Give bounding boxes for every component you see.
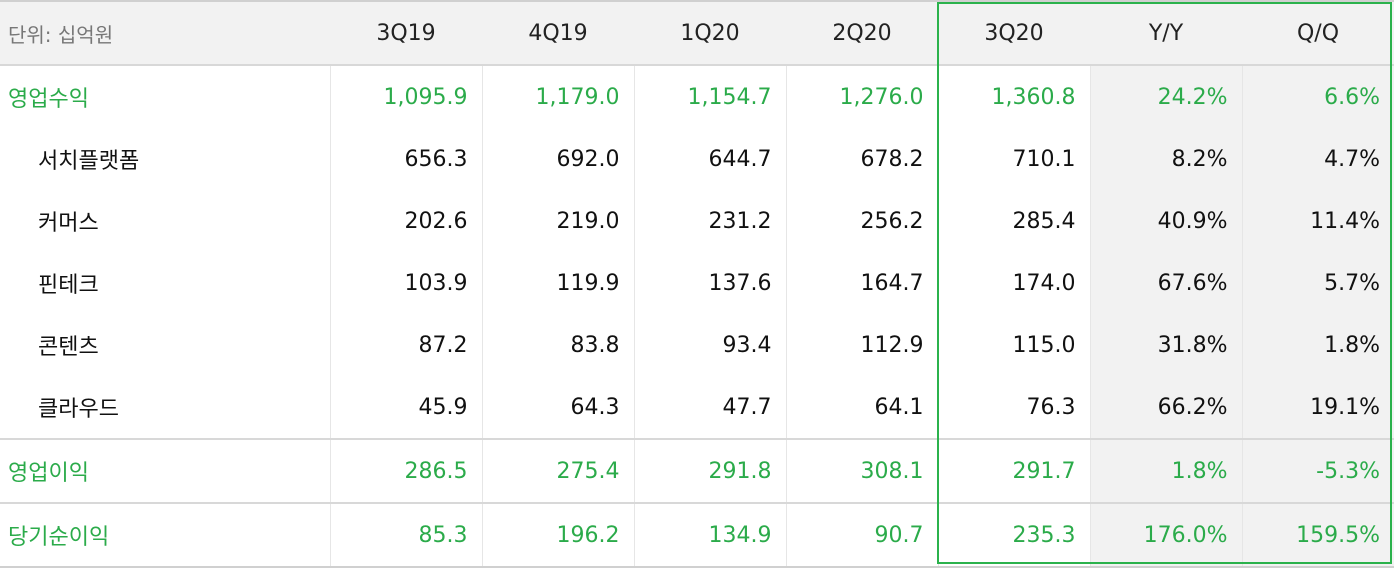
value-cell: 134.9: [633, 502, 786, 567]
header-cell: 4Q19: [482, 1, 634, 66]
value-cell: 90.7: [785, 502, 938, 567]
value-cell: 4.7%: [1241, 128, 1394, 190]
value-cell: 678.2: [785, 128, 938, 190]
value-cell: 256.2: [785, 190, 938, 252]
header-cell: 1Q20: [634, 1, 786, 66]
value-cell: 176.0%: [1089, 502, 1242, 567]
header-cell: Y/Y: [1090, 1, 1242, 66]
value-cell: 67.6%: [1089, 252, 1242, 314]
value-cell: 196.2: [481, 502, 634, 567]
value-cell: 112.9: [785, 314, 938, 376]
table-row: 클라우드 45.9 64.3 47.7 64.1 76.3 66.2% 19.1%: [0, 376, 1394, 439]
value-cell: 31.8%: [1089, 314, 1242, 376]
value-cell: 76.3: [937, 376, 1090, 439]
table-row: 영업수익 1,095.9 1,179.0 1,154.7 1,276.0 1,360.8 2…: [0, 65, 1394, 128]
value-cell: 6.6%: [1241, 65, 1394, 128]
value-cell: 11.4%: [1241, 190, 1394, 252]
value-cell: 202.6: [329, 190, 482, 252]
table-row: 콘텐츠 87.2 83.8 93.4 112.9 115.0 31.8% 1.8%: [0, 314, 1394, 376]
header-cell: 3Q19: [330, 1, 482, 66]
table-row: 영업이익 286.5 275.4 291.8 308.1 291.7 1.8% -5.3%: [0, 438, 1394, 503]
value-cell: 1,154.7: [633, 65, 786, 128]
value-cell: 40.9%: [1089, 190, 1242, 252]
value-cell: 83.8: [481, 314, 634, 376]
header-cell: 2Q20: [786, 1, 938, 66]
value-cell: 692.0: [481, 128, 634, 190]
value-cell: 286.5: [329, 438, 482, 503]
value-cell: 308.1: [785, 438, 938, 503]
value-cell: 159.5%: [1241, 502, 1394, 567]
value-cell: 93.4: [633, 314, 786, 376]
value-cell: 85.3: [329, 502, 482, 567]
row-label: 서치플랫폼: [38, 149, 140, 174]
value-cell: 1,360.8: [937, 65, 1090, 128]
value-cell: 235.3: [937, 502, 1090, 567]
value-cell: 8.2%: [1089, 128, 1242, 190]
value-cell: 1,095.9: [329, 65, 482, 128]
value-cell: 710.1: [937, 128, 1090, 190]
value-cell: 24.2%: [1089, 65, 1242, 128]
table-row: 당기순이익 85.3 196.2 134.9 90.7 235.3 176.0% 159.5%: [0, 502, 1394, 567]
row-label: 영업이익: [0, 438, 330, 503]
value-cell: 656.3: [329, 128, 482, 190]
value-cell: 1,276.0: [785, 65, 938, 128]
value-cell: 47.7: [633, 376, 786, 439]
value-cell: 119.9: [481, 252, 634, 314]
value-cell: 291.8: [633, 438, 786, 503]
row-label: 당기순이익: [0, 502, 330, 567]
header-row: 단위: 십억원 3Q19 4Q19 1Q20 2Q20 3Q20 Y/Y Q/Q: [0, 1, 1394, 66]
table-row: 커머스 202.6 219.0 231.2 256.2 285.4 40.9% 11.4%: [0, 190, 1394, 252]
value-cell: 19.1%: [1241, 376, 1394, 439]
value-cell: 45.9: [329, 376, 482, 439]
value-cell: 231.2: [633, 190, 786, 252]
table-row: 서치플랫폼 656.3 692.0 644.7 678.2 710.1 8.2% 4.7%: [0, 128, 1394, 190]
value-cell: 219.0: [481, 190, 634, 252]
value-cell: 87.2: [329, 314, 482, 376]
value-cell: 103.9: [329, 252, 482, 314]
row-label: 커머스: [38, 211, 99, 236]
row-label: 영업수익: [8, 87, 89, 112]
value-cell: 1.8%: [1241, 314, 1394, 376]
value-cell: 137.6: [633, 252, 786, 314]
value-cell: 1.8%: [1089, 438, 1242, 503]
header-cell: Q/Q: [1242, 1, 1394, 66]
row-label: 콘텐츠: [38, 335, 99, 360]
value-cell: 275.4: [481, 438, 634, 503]
value-cell: 115.0: [937, 314, 1090, 376]
value-cell: 644.7: [633, 128, 786, 190]
value-cell: 64.1: [785, 376, 938, 439]
value-cell: 66.2%: [1089, 376, 1242, 439]
table-row: 핀테크 103.9 119.9 137.6 164.7 174.0 67.6% 5.7%: [0, 252, 1394, 314]
value-cell: 174.0: [937, 252, 1090, 314]
row-label: 클라우드: [38, 397, 119, 422]
header-cell: 3Q20: [938, 1, 1090, 66]
row-label: 핀테크: [38, 273, 99, 298]
value-cell: 1,179.0: [481, 65, 634, 128]
value-cell: 64.3: [481, 376, 634, 439]
header-cell: 단위: 십억원: [0, 1, 330, 66]
value-cell: 285.4: [937, 190, 1090, 252]
value-cell: 5.7%: [1241, 252, 1394, 314]
value-cell: 291.7: [937, 438, 1090, 503]
value-cell: 164.7: [785, 252, 938, 314]
value-cell: -5.3%: [1241, 438, 1394, 503]
